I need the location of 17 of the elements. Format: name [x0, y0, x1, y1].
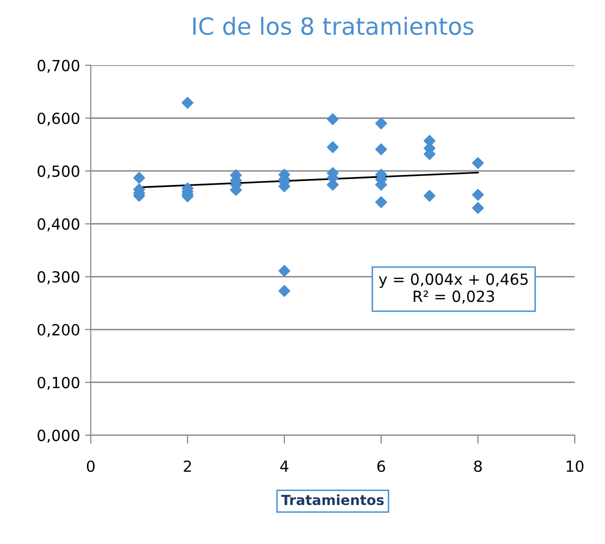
- y-tick-label: 0,700: [38, 60, 80, 73]
- y-tick-label: 0,000: [38, 430, 80, 443]
- x-tick-label: 6: [377, 460, 386, 472]
- y-tick-label: 0,100: [38, 376, 80, 390]
- y-tick-label: 0,300: [38, 271, 80, 284]
- chart-title: IC de los 8 tratamientos: [193, 16, 474, 36]
- x-tick-label: 8: [474, 460, 482, 472]
- x-tick-label: 0: [86, 460, 95, 472]
- y-tick-label: 0,400: [38, 218, 80, 232]
- x-tick-label: 4: [280, 460, 288, 472]
- y-tick-label: 0,200: [38, 324, 80, 338]
- x-tick-label: 10: [566, 460, 584, 472]
- annotation: y = 0,004x + 0,465 R² = 0,023: [378, 273, 528, 304]
- y-tick-label: 0,500: [38, 165, 80, 179]
- x-axis-title: Tratamientos: [281, 494, 384, 506]
- y-tick-label: 0,600: [38, 112, 80, 126]
- x-tick-label: 2: [184, 460, 191, 472]
